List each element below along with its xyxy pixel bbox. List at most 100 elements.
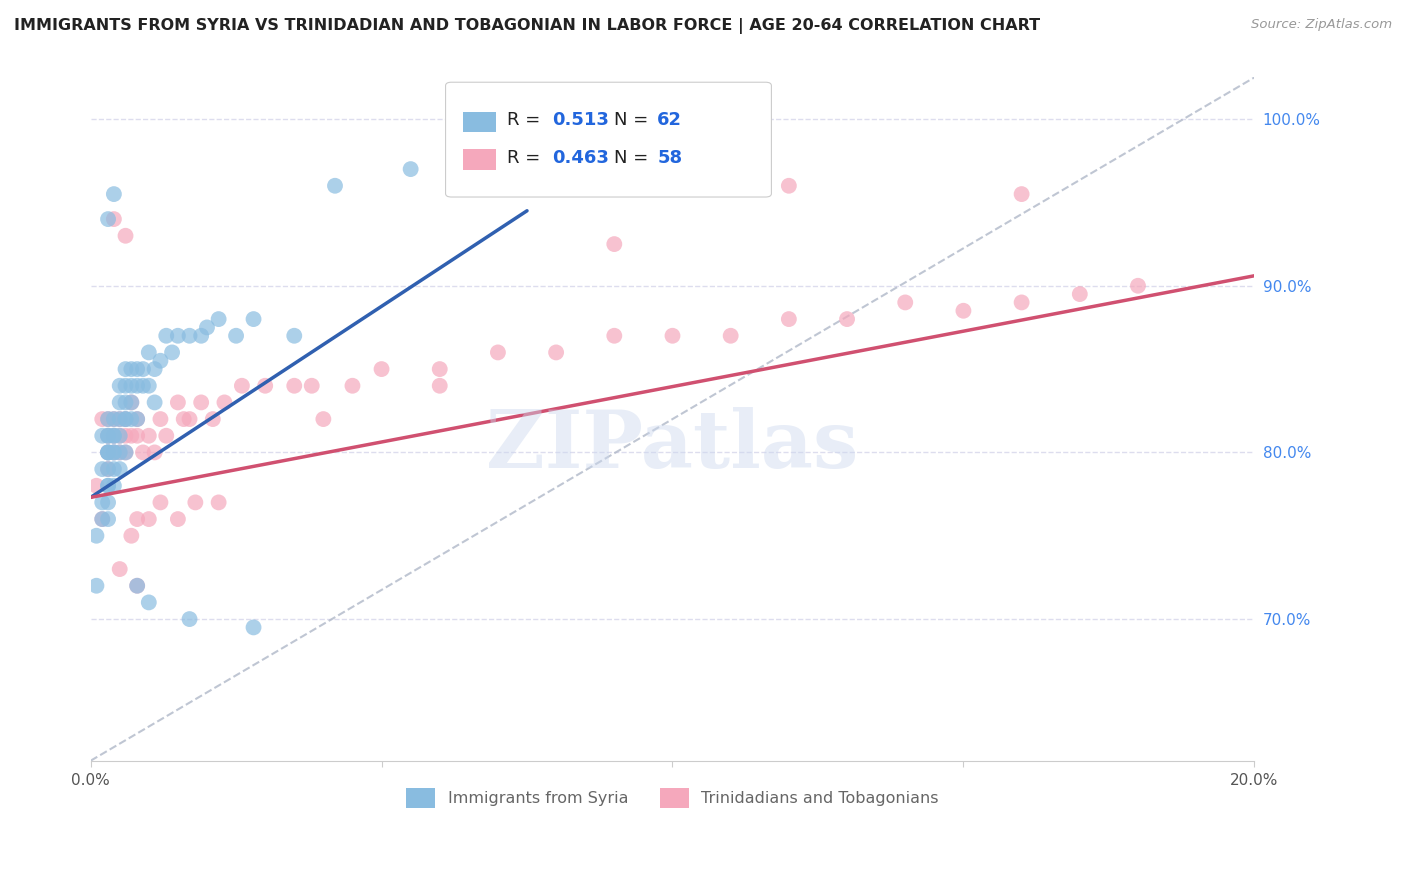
Point bbox=[108, 412, 131, 426]
Point bbox=[952, 303, 974, 318]
Point bbox=[138, 345, 160, 359]
Point bbox=[242, 620, 264, 634]
Text: N =: N = bbox=[614, 112, 654, 129]
Point bbox=[190, 328, 212, 343]
Point bbox=[97, 445, 120, 459]
Point bbox=[225, 328, 247, 343]
Point bbox=[138, 429, 160, 443]
Point bbox=[167, 395, 190, 409]
Point bbox=[429, 362, 451, 376]
Text: 58: 58 bbox=[658, 149, 682, 167]
Text: ZIPatlas: ZIPatlas bbox=[486, 408, 859, 485]
Point bbox=[138, 378, 160, 392]
Point bbox=[894, 295, 917, 310]
Point bbox=[108, 445, 131, 459]
FancyBboxPatch shape bbox=[463, 149, 495, 169]
Point bbox=[114, 412, 136, 426]
Point bbox=[97, 412, 120, 426]
Point bbox=[546, 345, 568, 359]
Point bbox=[103, 429, 125, 443]
Point bbox=[97, 429, 120, 443]
Point bbox=[429, 378, 451, 392]
Point bbox=[132, 362, 155, 376]
Point bbox=[91, 512, 114, 526]
Point bbox=[120, 429, 142, 443]
Point bbox=[103, 462, 125, 476]
Point bbox=[603, 237, 626, 252]
Point bbox=[108, 429, 131, 443]
Point bbox=[167, 328, 190, 343]
Point bbox=[120, 395, 142, 409]
Point bbox=[207, 312, 229, 326]
Point bbox=[120, 412, 142, 426]
Point bbox=[86, 579, 108, 593]
Point bbox=[91, 512, 114, 526]
Point bbox=[97, 445, 120, 459]
Text: N =: N = bbox=[614, 149, 654, 167]
Point bbox=[103, 412, 125, 426]
Point bbox=[179, 412, 201, 426]
Point bbox=[301, 378, 323, 392]
Point bbox=[720, 328, 742, 343]
Point bbox=[127, 362, 149, 376]
Point bbox=[103, 445, 125, 459]
Point bbox=[108, 462, 131, 476]
Point bbox=[97, 495, 120, 509]
Point bbox=[399, 162, 422, 177]
Point bbox=[149, 353, 172, 368]
Point bbox=[120, 378, 142, 392]
Point bbox=[91, 429, 114, 443]
Point bbox=[127, 579, 149, 593]
Point bbox=[190, 395, 212, 409]
Point bbox=[108, 395, 131, 409]
Point bbox=[214, 395, 236, 409]
Point bbox=[778, 312, 800, 326]
Point bbox=[1011, 295, 1033, 310]
Point bbox=[242, 312, 264, 326]
Point bbox=[97, 462, 120, 476]
Point bbox=[661, 328, 683, 343]
Point bbox=[132, 445, 155, 459]
Point bbox=[127, 412, 149, 426]
Point bbox=[97, 212, 120, 227]
Point bbox=[143, 445, 166, 459]
Point bbox=[323, 178, 346, 193]
Point bbox=[486, 345, 509, 359]
Point bbox=[120, 362, 142, 376]
Point bbox=[283, 378, 305, 392]
Point bbox=[143, 395, 166, 409]
Point bbox=[114, 362, 136, 376]
Point bbox=[97, 429, 120, 443]
Point bbox=[108, 562, 131, 576]
Point bbox=[138, 512, 160, 526]
Point bbox=[91, 462, 114, 476]
Point bbox=[173, 412, 195, 426]
Text: 0.513: 0.513 bbox=[553, 112, 609, 129]
Point bbox=[103, 445, 125, 459]
Point bbox=[108, 429, 131, 443]
Point bbox=[603, 328, 626, 343]
Point bbox=[149, 412, 172, 426]
Point bbox=[86, 479, 108, 493]
Point bbox=[103, 187, 125, 202]
Point bbox=[97, 445, 120, 459]
Text: Source: ZipAtlas.com: Source: ZipAtlas.com bbox=[1251, 18, 1392, 31]
Point bbox=[201, 412, 224, 426]
Point bbox=[160, 345, 183, 359]
Point bbox=[1011, 187, 1033, 202]
Point bbox=[370, 362, 392, 376]
Point bbox=[114, 412, 136, 426]
Point bbox=[103, 412, 125, 426]
Point bbox=[108, 412, 131, 426]
Point bbox=[114, 395, 136, 409]
Point bbox=[127, 429, 149, 443]
Point bbox=[91, 495, 114, 509]
Point bbox=[108, 378, 131, 392]
Point bbox=[91, 412, 114, 426]
Point bbox=[254, 378, 277, 392]
Point bbox=[103, 445, 125, 459]
Point bbox=[835, 312, 858, 326]
Point bbox=[120, 395, 142, 409]
FancyBboxPatch shape bbox=[446, 82, 772, 197]
Point bbox=[231, 378, 253, 392]
